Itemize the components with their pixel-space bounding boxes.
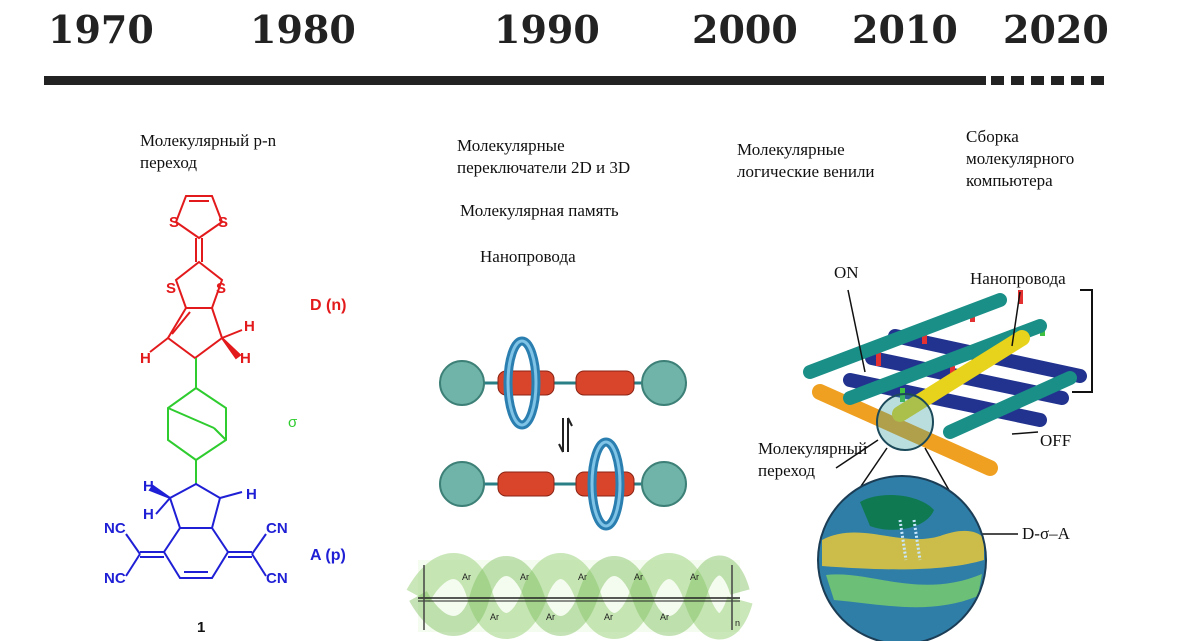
- year-1980: 1980: [250, 7, 356, 52]
- molecular-switch-bottom: [439, 437, 687, 531]
- helical-polymer: [406, 553, 753, 640]
- polymer-ar-9: Ar: [660, 612, 669, 622]
- atom-h2: H: [244, 318, 255, 335]
- milestone-memory: Молекулярная память: [460, 201, 619, 220]
- polymer-ar-4: Ar: [634, 572, 643, 582]
- molecular-switch-top: [439, 336, 687, 430]
- junction-zoom: [817, 475, 987, 641]
- polymer-ar-1: Ar: [462, 572, 471, 582]
- year-1990: 1990: [494, 7, 600, 52]
- label-dsa: D-σ–A: [1022, 524, 1070, 543]
- donor-label: D (n): [310, 297, 347, 314]
- label-nanowires: Нанопровода: [970, 269, 1066, 288]
- milestone-pn-junction: Молекулярный p-n переход: [140, 131, 277, 172]
- atom-h6: H: [246, 486, 257, 503]
- sigma-label: σ: [288, 414, 298, 431]
- atom-cn2: CN: [266, 570, 288, 587]
- year-2020: 2020: [1003, 7, 1109, 52]
- milestone-switches: Молекулярные переключатели 2D и 3D: [457, 136, 631, 177]
- compound-number: 1: [197, 619, 206, 636]
- atom-s4: S: [216, 280, 227, 297]
- polymer-ar-5: Ar: [690, 572, 699, 582]
- acceptor-label: A (p): [310, 547, 346, 564]
- atom-s2: S: [218, 214, 229, 231]
- label-molecular-junction: Молекулярный переход: [758, 439, 868, 480]
- polymer-ar-7: Ar: [546, 612, 555, 622]
- milestone-computer: Сборка молекулярного компьютера: [966, 127, 1075, 190]
- milestone-nanowires: Нанопровода: [480, 247, 576, 266]
- donor-structure: [149, 195, 243, 360]
- atom-s3: S: [166, 280, 177, 297]
- label-off: OFF: [1040, 431, 1072, 450]
- atom-s1: S: [169, 214, 180, 231]
- polymer-ar-3: Ar: [578, 572, 587, 582]
- label-on: ON: [834, 263, 859, 282]
- atom-h5: H: [143, 506, 154, 523]
- atom-nc1: NC: [104, 520, 126, 537]
- milestone-logic-gates: Молекулярные логические венили: [737, 140, 875, 181]
- atom-h4: H: [143, 478, 154, 495]
- polymer-n: n: [735, 618, 741, 628]
- crossbar-array: [803, 289, 1093, 476]
- polymer-ar-2: Ar: [520, 572, 529, 582]
- timeline-axis: [44, 76, 1104, 85]
- year-2000: 2000: [692, 7, 798, 52]
- sigma-bridge: [167, 358, 227, 484]
- atom-nc2: NC: [104, 570, 126, 587]
- atom-h1: H: [140, 350, 151, 367]
- polymer-ar-8: Ar: [604, 612, 613, 622]
- switch-equilibrium-arrows: [558, 417, 573, 453]
- atom-cn1: CN: [266, 520, 288, 537]
- year-2010: 2010: [852, 7, 958, 52]
- polymer-ar-6: Ar: [490, 612, 499, 622]
- atom-h3: H: [240, 350, 251, 367]
- acceptor-structure: [125, 482, 267, 579]
- year-1970: 1970: [48, 7, 154, 52]
